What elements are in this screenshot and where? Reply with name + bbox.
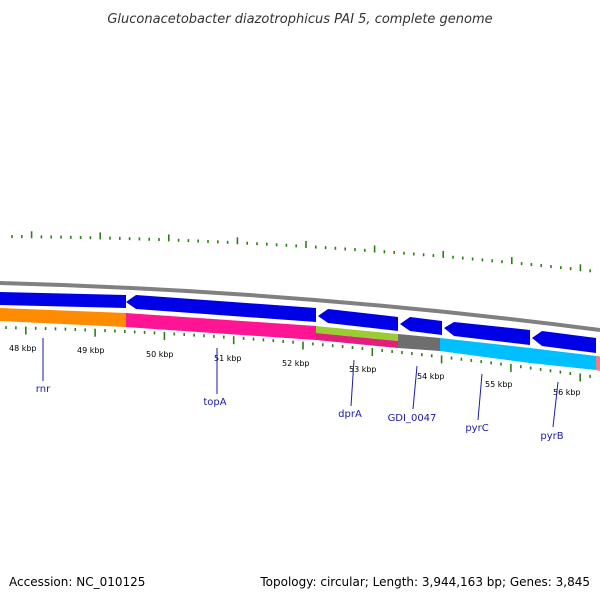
cds-arrow (444, 322, 530, 345)
feature-rnr-band (0, 308, 126, 327)
gene-label-topA: topA (203, 397, 226, 408)
gene-leader-lines (42, 338, 559, 428)
scale-label: 48 kbp (9, 344, 37, 353)
leader-line-dprA (350, 359, 355, 407)
gene-labels: rnr topA dprA GDI_0047 pyrC pyrB (36, 384, 564, 442)
gene-label-GDI_0047: GDI_0047 (388, 413, 437, 424)
scale-label: 56 kbp (553, 388, 581, 397)
feature-partial-band (596, 356, 600, 371)
leader-line-GDI_0047 (412, 365, 418, 410)
gc-content-ticks (11, 231, 592, 273)
gene-label-dprA: dprA (338, 409, 362, 420)
scale-label: 51 kbp (214, 354, 242, 363)
leader-line-pyrB (552, 381, 559, 428)
cds-arrow (318, 309, 398, 331)
cds-arrow (0, 292, 126, 308)
scale-ticks (5, 326, 591, 382)
feature-dprA-band (316, 326, 398, 341)
forward-strand-cds (0, 292, 596, 353)
scale-label: 49 kbp (77, 346, 105, 355)
feature-dprA-lower (316, 333, 398, 348)
scale-label: 54 kbp (417, 372, 445, 381)
feature-GDI_0047-band (398, 334, 440, 351)
scale-label: 55 kbp (485, 380, 513, 389)
gene-label-pyrB: pyrB (540, 431, 563, 442)
leader-line-pyrC (477, 373, 483, 421)
gene-label-pyrC: pyrC (465, 423, 488, 434)
topology-label: Topology: circular; Length: 3,944,163 bp… (260, 575, 590, 589)
feature-pyrC-band (440, 338, 530, 363)
scale-label: 52 kbp (282, 359, 310, 368)
gene-label-rnr: rnr (36, 384, 51, 395)
feature-pyrB-band (530, 348, 596, 370)
backbone-outer (0, 281, 600, 332)
map-title: Gluconacetobacter diazotrophicus PAI 5, … (107, 12, 492, 27)
cds-arrow (532, 331, 596, 353)
scale-labels: 48 kbp 49 kbp 50 kbp 51 kbp 52 kbp 53 kb… (9, 344, 581, 397)
scale-label: 53 kbp (349, 365, 377, 374)
scale-label: 50 kbp (146, 350, 174, 359)
cds-arrow (400, 317, 442, 335)
reverse-strand-features (0, 308, 600, 371)
cds-arrow (126, 295, 316, 322)
accession-label: Accession: NC_010125 (9, 575, 146, 589)
feature-topA-band (126, 313, 316, 340)
